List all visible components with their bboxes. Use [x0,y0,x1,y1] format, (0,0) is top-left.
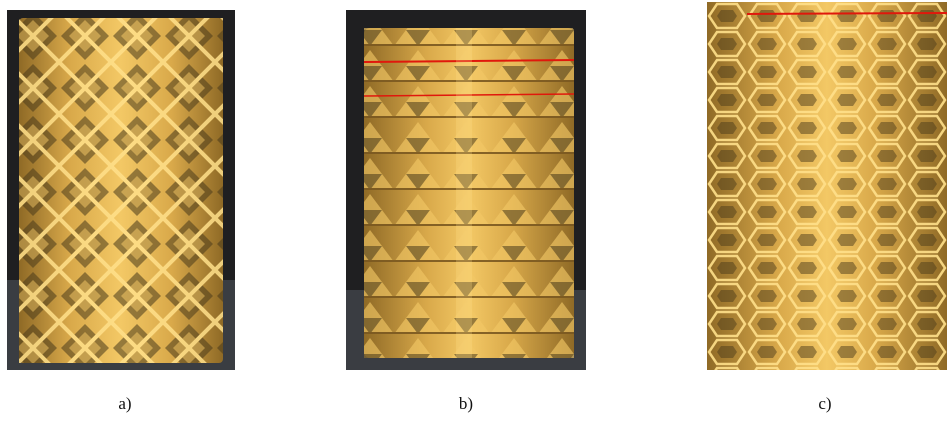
panel-a-image [7,10,235,370]
origami-tube-c-illustration [707,2,947,370]
panel-b-image [346,10,586,370]
origami-tube-a-illustration [7,18,235,370]
caption-a: a) [118,394,132,413]
origami-tube-b-illustration [346,28,586,370]
caption-c: c) [818,394,832,413]
caption-b: b) [458,394,474,413]
panel-c-image [707,2,947,370]
